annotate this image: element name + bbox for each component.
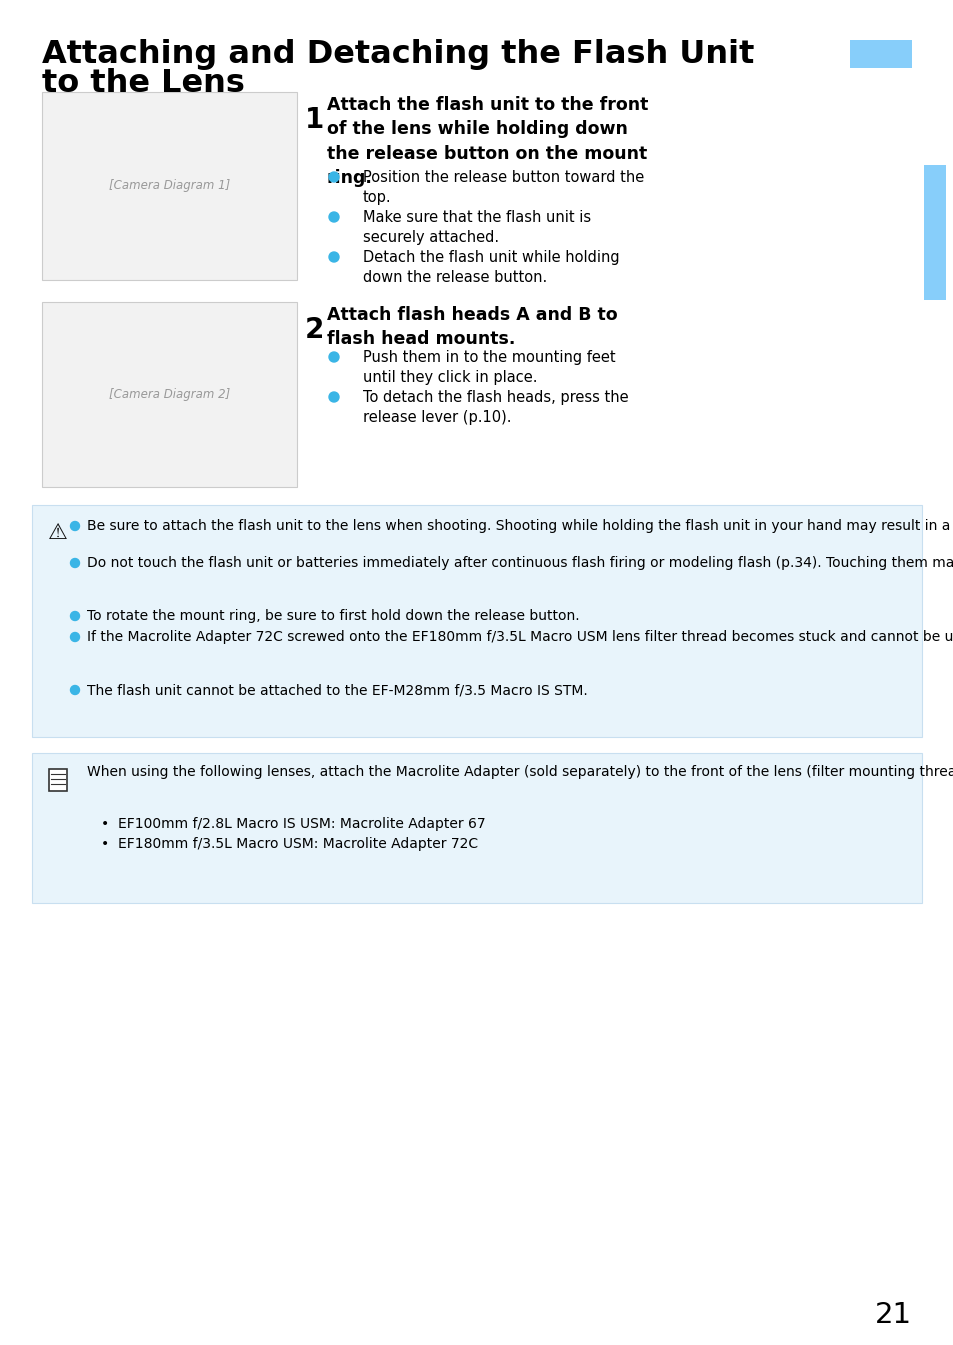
Circle shape bbox=[71, 612, 79, 620]
Text: 21: 21 bbox=[874, 1301, 911, 1329]
Circle shape bbox=[71, 522, 79, 530]
FancyBboxPatch shape bbox=[849, 40, 911, 69]
Text: Attaching and Detaching the Flash Unit: Attaching and Detaching the Flash Unit bbox=[42, 39, 754, 70]
Text: 1: 1 bbox=[305, 106, 324, 134]
Circle shape bbox=[71, 632, 79, 642]
Text: If the Macrolite Adapter 72C screwed onto the EF180mm f/3.5L Macro USM lens filt: If the Macrolite Adapter 72C screwed ont… bbox=[87, 629, 953, 644]
Circle shape bbox=[329, 213, 338, 222]
Circle shape bbox=[329, 252, 338, 262]
Circle shape bbox=[329, 391, 338, 402]
Text: Detach the flash unit while holding
down the release button.: Detach the flash unit while holding down… bbox=[363, 250, 619, 285]
FancyBboxPatch shape bbox=[923, 165, 945, 300]
Text: To detach the flash heads, press the
release lever (p.10).: To detach the flash heads, press the rel… bbox=[363, 390, 628, 425]
Text: When using the following lenses, attach the Macrolite Adapter (sold separately) : When using the following lenses, attach … bbox=[87, 765, 953, 779]
Text: Position the release button toward the
top.: Position the release button toward the t… bbox=[363, 169, 643, 206]
Circle shape bbox=[329, 352, 338, 362]
Circle shape bbox=[71, 686, 79, 694]
FancyBboxPatch shape bbox=[49, 769, 67, 791]
FancyBboxPatch shape bbox=[32, 753, 921, 902]
Text: [Camera Diagram 2]: [Camera Diagram 2] bbox=[109, 387, 230, 401]
Text: ⚠: ⚠ bbox=[48, 523, 68, 543]
Text: •  EF180mm f/3.5L Macro USM: Macrolite Adapter 72C: • EF180mm f/3.5L Macro USM: Macrolite Ad… bbox=[101, 837, 477, 851]
FancyBboxPatch shape bbox=[32, 504, 921, 737]
Text: Be sure to attach the flash unit to the lens when shooting. Shooting while holdi: Be sure to attach the flash unit to the … bbox=[87, 519, 953, 533]
Text: The flash unit cannot be attached to the EF-M28mm f/3.5 Macro IS STM.: The flash unit cannot be attached to the… bbox=[87, 683, 587, 697]
Circle shape bbox=[71, 558, 79, 568]
FancyBboxPatch shape bbox=[42, 303, 296, 487]
Text: Make sure that the flash unit is
securely attached.: Make sure that the flash unit is securel… bbox=[363, 210, 591, 245]
Text: Attach the flash unit to the front
of the lens while holding down
the release bu: Attach the flash unit to the front of th… bbox=[327, 95, 648, 187]
Text: [Camera Diagram 1]: [Camera Diagram 1] bbox=[109, 179, 230, 192]
Text: •  EF100mm f/2.8L Macro IS USM: Macrolite Adapter 67: • EF100mm f/2.8L Macro IS USM: Macrolite… bbox=[101, 816, 485, 831]
FancyBboxPatch shape bbox=[42, 91, 296, 280]
Text: Do not touch the flash unit or batteries immediately after continuous flash firi: Do not touch the flash unit or batteries… bbox=[87, 555, 953, 570]
Circle shape bbox=[329, 172, 338, 182]
Text: 2: 2 bbox=[305, 316, 324, 344]
Text: Attach flash heads A and B to
flash head mounts.: Attach flash heads A and B to flash head… bbox=[327, 307, 617, 348]
Text: to the Lens: to the Lens bbox=[42, 69, 245, 100]
Text: Push them in to the mounting feet
until they click in place.: Push them in to the mounting feet until … bbox=[363, 350, 615, 386]
Text: To rotate the mount ring, be sure to first hold down the release button.: To rotate the mount ring, be sure to fir… bbox=[87, 609, 579, 623]
